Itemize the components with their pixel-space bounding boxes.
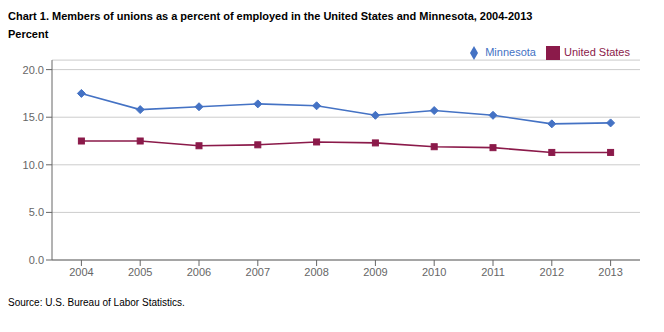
svg-text:2009: 2009 [363,266,387,278]
svg-text:15.0: 15.0 [23,111,44,123]
html-text:Chart 1. Members of unions as: Chart 1. Members of unions as a percent … [8,10,533,22]
svg-text:2005: 2005 [128,266,152,278]
svg-text:5.0: 5.0 [29,206,44,218]
svg-text:2012: 2012 [540,266,564,278]
svg-text:20.0: 20.0 [23,64,44,76]
svg-text:2010: 2010 [422,266,446,278]
svg-text:2004: 2004 [69,266,93,278]
html-text:United States: United States [564,46,630,58]
svg-text:2011: 2011 [481,266,505,278]
html-text:Minnesota: Minnesota [485,46,536,58]
html-text:Source: U.S. Bureau of Labor S: Source: U.S. Bureau of Labor Statistics. [8,297,185,308]
svg-text:2013: 2013 [598,266,622,278]
svg-text:2006: 2006 [187,266,211,278]
svg-text:2007: 2007 [246,266,270,278]
svg-text:10.0: 10.0 [23,159,44,171]
svg-text:0.0: 0.0 [29,254,44,266]
svg-text:2008: 2008 [304,266,328,278]
html-text:Percent: Percent [8,28,49,40]
